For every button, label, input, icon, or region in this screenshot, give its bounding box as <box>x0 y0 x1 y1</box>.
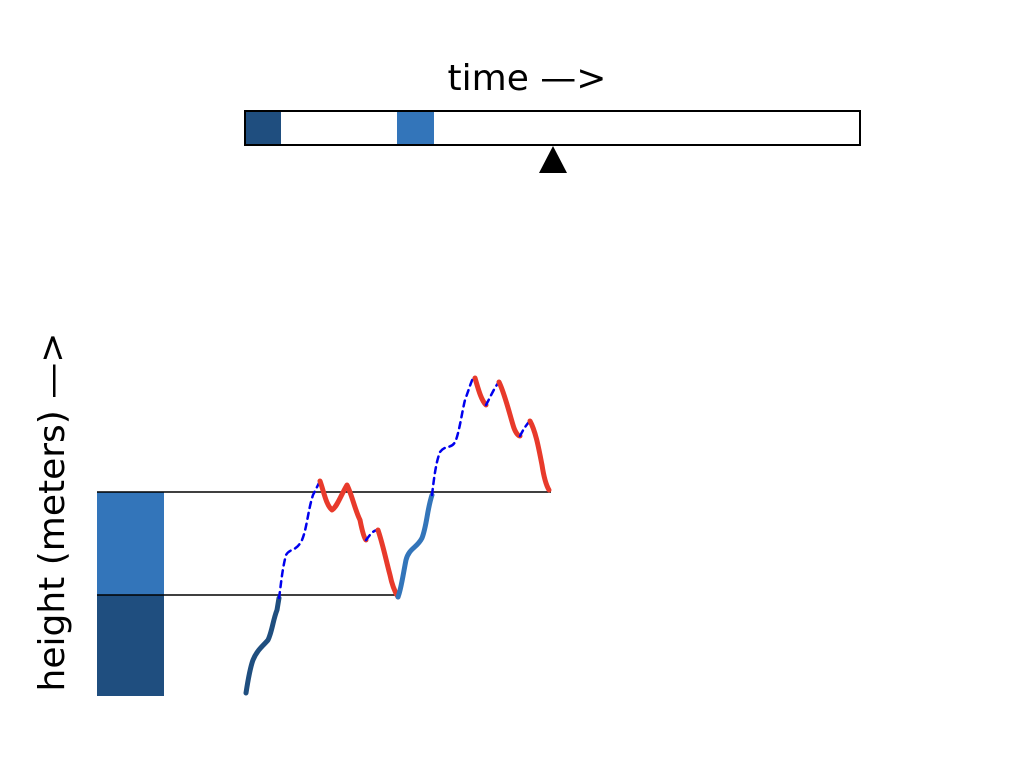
descent-segment-4 <box>496 379 523 439</box>
descent-segment-2 <box>375 527 401 600</box>
time-axis-label: time —> <box>448 58 607 99</box>
descent-segment-3 <box>472 375 489 408</box>
timeline-frame <box>244 110 861 146</box>
timeline-bar <box>244 110 861 146</box>
timeline-segment-mid <box>397 111 434 145</box>
timeline-segment-dark <box>245 111 281 145</box>
dashed-segment-4 <box>484 380 501 407</box>
height-trajectory <box>243 375 552 696</box>
height-band-upper <box>97 492 164 595</box>
height-band-lower <box>97 595 164 696</box>
descent-segment-5 <box>527 418 552 493</box>
height-axis-label: height (meters) —> <box>32 333 73 692</box>
climb-segment-mid <box>395 492 435 600</box>
climb-segment-dark <box>243 595 282 696</box>
triangle-up-icon <box>539 146 567 173</box>
descent-segment-1 <box>317 478 369 543</box>
dashed-segment-1 <box>277 479 322 600</box>
dashed-segment-3 <box>430 376 475 497</box>
